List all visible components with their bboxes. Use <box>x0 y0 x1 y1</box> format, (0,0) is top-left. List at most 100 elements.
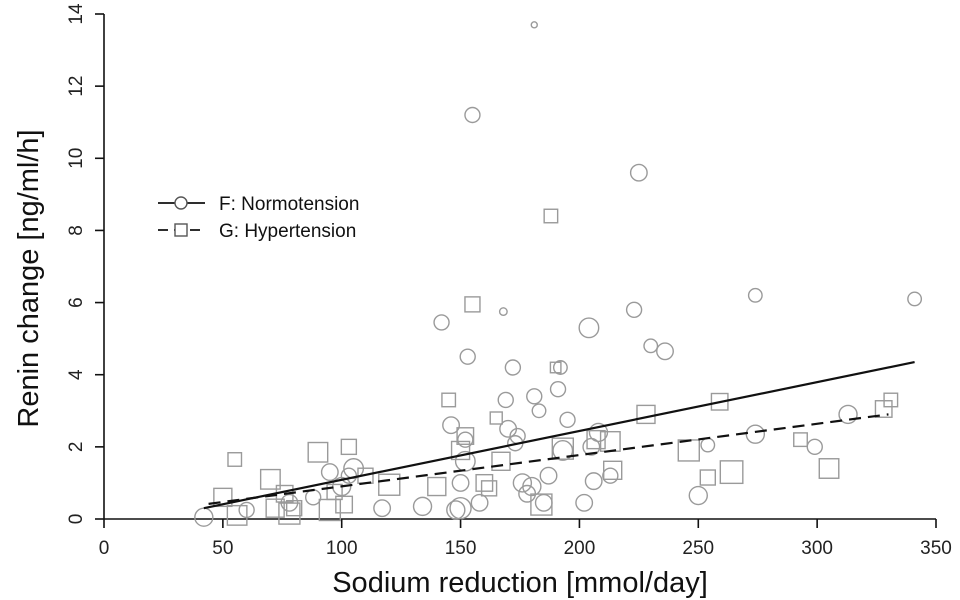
hypertension-point <box>793 432 808 448</box>
hypertension-point <box>699 469 716 486</box>
hypertension-point <box>285 499 303 517</box>
normotension-point <box>470 493 489 512</box>
hypertension-point <box>265 498 285 518</box>
y-axis-title: Renin change [ng/ml/h] <box>13 129 45 427</box>
x-tick-label: 200 <box>564 538 596 559</box>
y-tick-label: 10 <box>66 148 87 169</box>
x-tick-label: 350 <box>920 538 952 559</box>
normotension-point <box>578 317 600 339</box>
normotension-point <box>526 388 543 405</box>
hypertension-point <box>456 427 475 445</box>
hypertension-point <box>259 468 281 490</box>
normotension-point <box>656 342 674 361</box>
normotension-point <box>539 466 558 485</box>
normotension-fit-line <box>203 361 915 510</box>
hypertension-fit-line <box>208 413 889 505</box>
normotension-point <box>504 359 522 376</box>
hypertension-point <box>603 460 623 481</box>
normotension-point <box>629 163 648 182</box>
y-tick-label: 0 <box>66 514 87 525</box>
hypertension-point <box>441 392 457 408</box>
hypertension-point <box>883 392 899 408</box>
y-tick-label: 2 <box>66 442 87 453</box>
normotension-point <box>745 424 766 444</box>
hypertension-point <box>710 392 729 411</box>
normotension-point <box>602 467 619 484</box>
x-tick-label: 300 <box>801 538 833 559</box>
y-tick-label: 6 <box>66 297 87 308</box>
normotension-point <box>584 472 603 491</box>
hypertension-point <box>489 411 503 425</box>
legend-label: F: Normotension <box>219 194 359 215</box>
normotension-point <box>549 380 567 398</box>
y-tick-label: 4 <box>66 369 87 380</box>
normotension-point <box>806 438 823 456</box>
normotension-point <box>446 500 466 520</box>
hypertension-point <box>530 493 553 516</box>
normotension-point <box>552 360 568 375</box>
hypertension-point <box>677 439 700 462</box>
legend-circle-marker <box>174 196 188 210</box>
y-tick-label: 14 <box>66 3 87 25</box>
normotension-point <box>194 507 214 527</box>
x-tick-label: 250 <box>682 538 714 559</box>
normotension-point <box>838 404 858 425</box>
normotension-point <box>643 338 659 354</box>
hypertension-point <box>818 458 840 479</box>
normotension-point <box>531 403 547 419</box>
normotension-point <box>442 416 461 435</box>
normotension-point <box>575 493 594 512</box>
normotension-point <box>907 291 923 307</box>
x-axis-title: Sodium reduction [mmol/day] <box>332 567 708 599</box>
normotension-point <box>530 21 538 29</box>
normotension-point <box>512 473 533 493</box>
hypertension-point <box>326 483 343 501</box>
normotension-point <box>320 463 339 482</box>
normotension-point <box>552 440 574 461</box>
hypertension-point <box>450 440 471 461</box>
x-tick-label: 150 <box>445 538 477 559</box>
normotension-point <box>304 489 322 506</box>
normotension-point <box>497 391 514 409</box>
axes: 0 50 100 150 200 250 300 350 0 2 4 6 8 10 12 14 <box>66 3 952 559</box>
normotension-point <box>559 411 576 429</box>
normotension-point <box>459 348 476 365</box>
y-tick-label: 12 <box>66 76 87 97</box>
hypertension-point <box>227 452 243 467</box>
hypertension-point <box>226 504 248 526</box>
normotension-point <box>457 431 474 448</box>
normotension-point <box>588 422 609 443</box>
normotension-point <box>700 437 716 453</box>
data-points <box>194 21 923 527</box>
hypertension-point <box>318 498 342 522</box>
normotension-point <box>688 485 708 506</box>
normotension-point <box>412 496 433 517</box>
x-tick-label: 50 <box>212 538 233 559</box>
hypertension-point <box>719 460 744 485</box>
legend-label: G: Hypertension <box>219 221 356 242</box>
normotension-point <box>747 287 763 303</box>
hypertension-point <box>340 438 358 456</box>
legend: F: Normotension G: Hypertension <box>158 194 359 242</box>
normotension-point <box>451 473 470 492</box>
hypertension-point <box>427 476 447 497</box>
hypertension-point <box>213 487 233 508</box>
legend-square-marker <box>174 223 188 237</box>
normotension-point <box>433 314 450 331</box>
y-tick-label: 8 <box>66 225 87 236</box>
hypertension-point <box>335 495 354 514</box>
hypertension-point <box>378 473 401 496</box>
x-axis-ticks: 0 50 100 150 200 250 300 350 <box>99 519 952 559</box>
hypertension-point <box>543 208 559 224</box>
normotension-point <box>449 496 472 520</box>
hypertension-point <box>475 473 494 492</box>
hypertension-point <box>491 451 511 471</box>
normotension-point <box>464 106 481 124</box>
normotension-point <box>625 301 643 318</box>
normotension-point <box>373 499 392 518</box>
y-axis-ticks: 0 2 4 6 8 10 12 14 <box>66 3 104 524</box>
hypertension-point <box>278 502 301 525</box>
hypertension-point <box>307 441 329 463</box>
normotension-point <box>498 307 508 317</box>
